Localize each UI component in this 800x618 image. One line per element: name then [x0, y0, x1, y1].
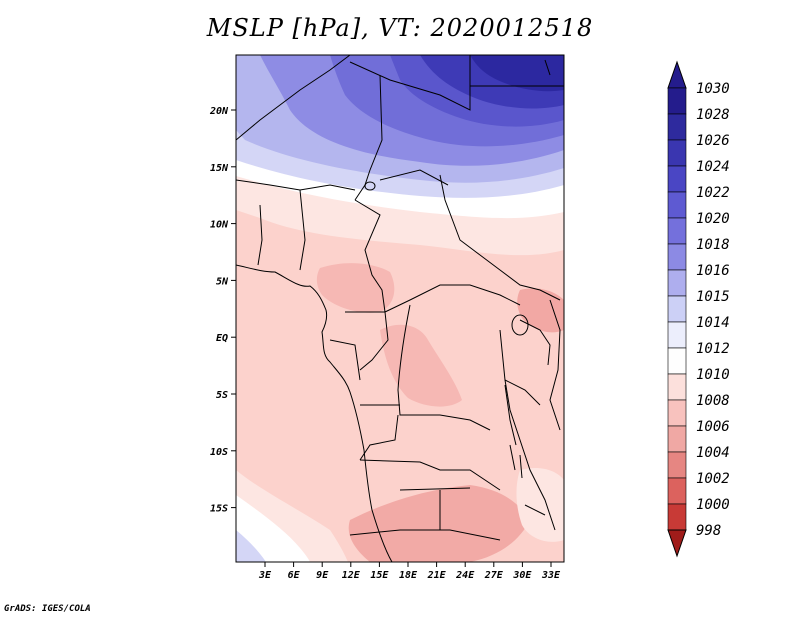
colorbar-label: 1012	[696, 341, 730, 357]
lat-label: 20N	[209, 106, 229, 117]
lon-label: 18E	[399, 570, 418, 581]
colorbar-swatch	[667, 503, 687, 531]
colorbar-label: 1030	[696, 81, 730, 97]
colorbar-swatch	[667, 321, 687, 349]
map-frame	[235, 54, 565, 563]
colorbar-label: 1018	[696, 237, 730, 253]
colorbar-label: 1014	[696, 315, 730, 331]
colorbar-label: 1024	[696, 159, 730, 175]
lat-label: 5S	[216, 390, 228, 401]
colorbar-label: 1006	[696, 419, 730, 435]
pressure-field	[236, 55, 564, 562]
lat-label: 10S	[210, 447, 228, 458]
colorbar-top-arrow	[667, 60, 687, 89]
colorbar-label: 1015	[696, 289, 730, 305]
map-title: MSLP [hPa], VT: 2020012518	[206, 14, 594, 42]
colorbar-label: 1026	[696, 133, 730, 149]
longitude-axis: 3E 6E 9E 12E 15E 18E 21E 24E 27E 30E 33E	[258, 562, 561, 581]
colorbar-swatch	[667, 243, 687, 271]
lon-label: 15E	[370, 570, 389, 581]
lat-label: EQ	[216, 333, 228, 344]
colorbar-label: 1010	[696, 367, 730, 383]
colorbar-swatch	[667, 425, 687, 453]
lat-label: 15S	[210, 504, 228, 515]
colorbar-swatch	[667, 399, 687, 427]
lon-label: 12E	[342, 570, 361, 581]
colorbar-bottom-arrow	[667, 529, 687, 558]
lon-label: 30E	[512, 570, 532, 581]
colorbar-swatch	[667, 139, 687, 167]
lon-label: 6E	[288, 570, 301, 581]
lon-label: 24E	[455, 570, 475, 581]
colorbar-swatch	[667, 295, 687, 323]
credit-text: GrADS: IGES/COLA	[4, 604, 91, 614]
latitude-axis: 20N 15N 10N 5N EQ 5S 10S 15S	[209, 106, 236, 515]
lon-label: 3E	[258, 570, 272, 581]
colorbar: 1030 1028 1026 1024 1022 1020 1018 1016 1015 1014…	[667, 60, 730, 558]
colorbar-swatch	[667, 269, 687, 297]
colorbar-swatch	[667, 477, 687, 505]
colorbar-swatch	[667, 165, 687, 193]
colorbar-label: 1004	[696, 445, 730, 461]
colorbar-label: 1008	[696, 393, 730, 409]
colorbar-label: 1020	[696, 211, 730, 227]
lon-label: 27E	[484, 570, 504, 581]
lat-label: 15N	[210, 163, 229, 174]
colorbar-swatch	[667, 347, 687, 375]
lon-label: 21E	[427, 570, 447, 581]
colorbar-swatch	[667, 87, 687, 115]
lat-label: 10N	[210, 220, 229, 231]
colorbar-swatch	[667, 191, 687, 219]
colorbar-swatch	[667, 113, 687, 141]
colorbar-label: 1002	[696, 471, 730, 487]
lon-label: 9E	[316, 570, 329, 581]
lat-label: 5N	[216, 276, 229, 287]
colorbar-label: 1016	[696, 263, 730, 279]
colorbar-label: 1022	[696, 185, 730, 201]
colorbar-swatch	[667, 217, 687, 245]
lon-label: 33E	[541, 570, 561, 581]
colorbar-label: 1000	[696, 497, 730, 513]
colorbar-label: 1028	[696, 107, 730, 123]
colorbar-swatch	[667, 373, 687, 401]
colorbar-swatch	[667, 451, 687, 479]
colorbar-label: 998	[696, 523, 721, 539]
